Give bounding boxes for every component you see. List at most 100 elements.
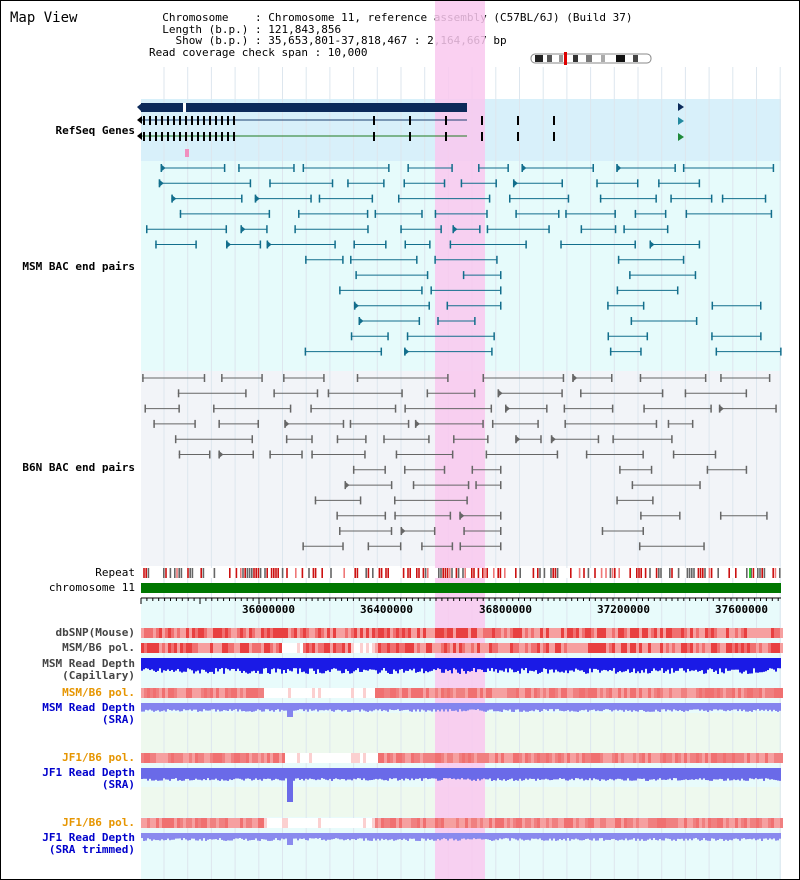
jf1-depth-trimmed-bar <box>263 833 265 840</box>
jf1-depth-trimmed-bar <box>437 833 439 839</box>
jf1-pol-strip <box>411 753 414 763</box>
jf1-pol-strip <box>507 753 510 763</box>
msm-depth-capillary-bar <box>617 658 619 673</box>
msm-depth-sra-bar <box>741 703 743 712</box>
jf1-pol-strip <box>183 753 186 763</box>
msm-depth-sra-bar <box>155 703 157 711</box>
msm-depth-capillary-bar <box>695 658 697 670</box>
jf1-depth-trimmed-bar <box>261 833 263 840</box>
msm-b6-pol-strip <box>411 643 414 653</box>
msm-depth-capillary-bar <box>443 658 445 673</box>
msm-b6-pol-strip-2 <box>534 688 537 698</box>
jf1-depth-trimmed-bar <box>383 833 385 840</box>
jf1-pol-strip <box>270 753 273 763</box>
msm-bac-pair-end <box>496 255 498 264</box>
msm-depth-capillary-bar <box>259 658 261 674</box>
msm-depth-sra-bar <box>749 703 751 711</box>
msm-depth-capillary-label[interactable]: MSM Read Depth (Capillary) <box>42 658 135 682</box>
dbsnp-label[interactable]: dbSNP(Mouse) <box>56 627 135 639</box>
length-key: Length (b.p.) <box>162 22 249 36</box>
dbsnp-strip <box>237 628 240 638</box>
msm-depth-sra-bar <box>667 703 669 710</box>
refseq-exon <box>185 132 187 141</box>
msm-bac-pair-end <box>491 347 493 356</box>
msm-depth-capillary-bar <box>541 658 543 672</box>
jf1-depth-trimmed-bar <box>275 833 277 839</box>
msm-depth-capillary-bar <box>205 658 207 672</box>
jf1-depth-sra-bar <box>621 768 623 780</box>
dbsnp-strip <box>417 628 420 638</box>
jf1-pol-label-2[interactable]: JF1/B6 pol. <box>62 817 135 829</box>
jf1-depth-sra-bar <box>363 768 365 779</box>
msm-b6-pol-label-2[interactable]: MSM/B6 pol. <box>62 687 135 699</box>
b6n-bac-pair-end <box>537 419 539 428</box>
msm-bac-label[interactable]: MSM BAC end pairs <box>22 261 135 273</box>
jf1-pol-label-1[interactable]: JF1/B6 pol. <box>62 752 135 764</box>
jf1-depth-trimmed-bar <box>491 833 493 841</box>
dbsnp-strip <box>663 628 666 638</box>
jf1-pol-strip-2 <box>246 818 249 828</box>
msm-b6-pol-strip <box>453 643 456 653</box>
msm-depth-sra-bar <box>719 703 721 710</box>
repeat-element <box>749 568 751 578</box>
jf1-pol-strip <box>171 753 174 763</box>
b6n-bac-pair-end <box>314 496 317 505</box>
msm-b6-pol-strip <box>180 643 183 653</box>
msm-depth-capillary-bar <box>375 658 377 671</box>
jf1-pol-strip-2 <box>525 818 528 828</box>
msm-b6-pol-strip-2 <box>492 688 495 698</box>
jf1-depth-sra-bar <box>193 768 195 780</box>
msm-b6-pol-strip <box>162 643 165 653</box>
b6n-bac-pair-end <box>218 419 220 428</box>
jf1-depth-sra-bar <box>435 768 437 779</box>
jf1-pol-strip <box>516 753 519 763</box>
msm-b6-pol-strip-2 <box>687 688 690 698</box>
dbsnp-strip <box>168 628 171 638</box>
msm-depth-sra-bar <box>297 703 299 711</box>
repeat-element <box>277 568 279 578</box>
refseq-label[interactable]: RefSeq Genes <box>56 125 135 137</box>
dbsnp-strip <box>669 628 672 638</box>
msm-depth-sra-bar <box>659 703 661 712</box>
axis-tick-label: 36400000 <box>360 603 413 616</box>
msm-b6-pol-strip-2 <box>318 688 321 698</box>
jf1-pol-strip-2 <box>537 818 540 828</box>
jf1-depth-trimmed-bar <box>405 833 407 840</box>
msm-depth-sra-bar <box>631 703 633 712</box>
b6n-bac-pair-end <box>352 465 355 474</box>
msm-bac-pair-end <box>664 209 667 218</box>
dbsnp-strip <box>327 628 330 638</box>
repeat-element <box>295 568 297 578</box>
jf1-pol-strip <box>627 753 630 763</box>
jf1-pol-strip <box>246 753 249 763</box>
msm-depth-sra-label[interactable]: MSM Read Depth (SRA) <box>42 702 135 726</box>
dbsnp-strip <box>321 628 324 638</box>
jf1-pol-strip-2 <box>390 818 393 828</box>
msm-depth-sra-bar <box>669 703 671 711</box>
b6n-bac-pair-arrow <box>400 527 406 535</box>
msm-bac-pair-end <box>623 225 625 234</box>
b6n-bac-label[interactable]: B6N BAC end pairs <box>22 462 135 474</box>
jf1-pol-strip-2 <box>192 818 195 828</box>
msm-depth-capillary-bar <box>607 658 609 672</box>
repeat-element <box>519 568 521 578</box>
msm-b6-pol-strip-2 <box>432 688 435 698</box>
jf1-depth-trimmed-bar <box>143 833 145 841</box>
jf1-depth-trimmed-label[interactable]: JF1 Read Depth (SRA trimmed) <box>42 832 135 856</box>
jf1-depth-sra-bar <box>365 768 367 781</box>
msm-b6-pol-label-1[interactable]: MSM/B6 pol. <box>62 642 135 654</box>
msm-depth-sra-bar <box>353 703 355 711</box>
msm-depth-sra-bar <box>545 703 547 710</box>
jf1-depth-sra-bar <box>489 768 491 779</box>
msm-bac-pair-end <box>685 209 688 218</box>
jf1-depth-sra-bar <box>579 768 581 780</box>
msm-b6-pol-strip <box>540 643 543 653</box>
jf1-depth-trimmed-bar <box>443 833 445 839</box>
b6n-bac-pair-end <box>768 374 771 382</box>
dbsnp-strip <box>705 628 708 638</box>
jf1-pol-strip-2 <box>645 818 648 828</box>
msm-b6-pol-strip <box>333 643 336 653</box>
jf1-depth-sra-label[interactable]: JF1 Read Depth (SRA) <box>42 767 135 791</box>
repeat-element <box>757 568 759 578</box>
